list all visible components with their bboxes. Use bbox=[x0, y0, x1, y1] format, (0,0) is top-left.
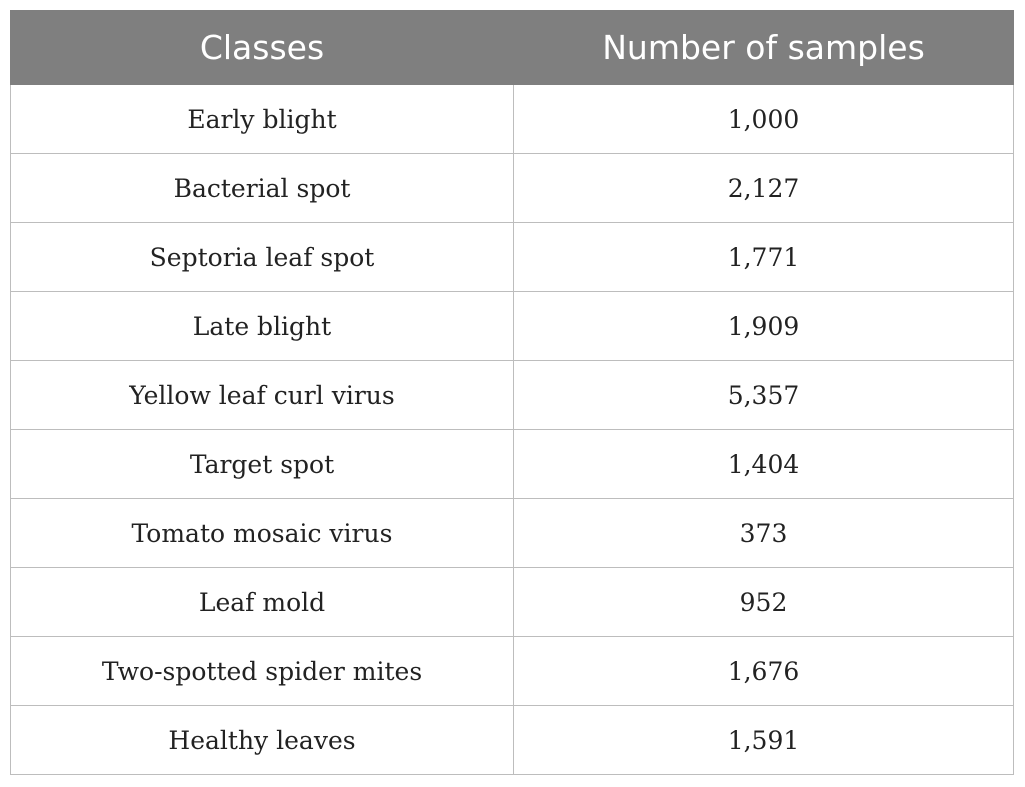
samples-table-container: Classes Number of samples Early blight 1… bbox=[10, 10, 1014, 775]
table-row: Leaf mold 952 bbox=[10, 567, 1014, 637]
sample-count-cell: 952 bbox=[513, 567, 1014, 637]
sample-count-cell: 1,404 bbox=[513, 429, 1014, 499]
table-row: Tomato mosaic virus 373 bbox=[10, 498, 1014, 568]
sample-count-cell: 1,771 bbox=[513, 222, 1014, 292]
table-row: Two-spotted spider mites 1,676 bbox=[10, 636, 1014, 706]
sample-count-cell: 1,909 bbox=[513, 291, 1014, 361]
header-row: Classes Number of samples bbox=[10, 10, 1014, 85]
class-cell: Late blight bbox=[10, 291, 514, 361]
class-cell: Tomato mosaic virus bbox=[10, 498, 514, 568]
class-cell: Septoria leaf spot bbox=[10, 222, 514, 292]
sample-count-cell: 2,127 bbox=[513, 153, 1014, 223]
table-header: Classes Number of samples bbox=[10, 10, 1014, 85]
table-row: Septoria leaf spot 1,771 bbox=[10, 222, 1014, 292]
header-classes: Classes bbox=[10, 10, 514, 85]
sample-count-cell: 373 bbox=[513, 498, 1014, 568]
class-cell: Target spot bbox=[10, 429, 514, 499]
table-row: Early blight 1,000 bbox=[10, 84, 1014, 154]
sample-count-cell: 1,000 bbox=[513, 84, 1014, 154]
class-cell: Yellow leaf curl virus bbox=[10, 360, 514, 430]
class-cell: Healthy leaves bbox=[10, 705, 514, 775]
class-cell: Bacterial spot bbox=[10, 153, 514, 223]
sample-count-cell: 1,676 bbox=[513, 636, 1014, 706]
header-number-of-samples: Number of samples bbox=[513, 10, 1014, 85]
table-row: Healthy leaves 1,591 bbox=[10, 705, 1014, 775]
class-cell: Two-spotted spider mites bbox=[10, 636, 514, 706]
table-row: Yellow leaf curl virus 5,357 bbox=[10, 360, 1014, 430]
sample-count-cell: 5,357 bbox=[513, 360, 1014, 430]
class-cell: Early blight bbox=[10, 84, 514, 154]
samples-table: Classes Number of samples Early blight 1… bbox=[10, 10, 1014, 775]
class-cell: Leaf mold bbox=[10, 567, 514, 637]
table-body: Early blight 1,000 Bacterial spot 2,127 … bbox=[10, 84, 1014, 775]
table-row: Bacterial spot 2,127 bbox=[10, 153, 1014, 223]
table-row: Target spot 1,404 bbox=[10, 429, 1014, 499]
table-row: Late blight 1,909 bbox=[10, 291, 1014, 361]
sample-count-cell: 1,591 bbox=[513, 705, 1014, 775]
